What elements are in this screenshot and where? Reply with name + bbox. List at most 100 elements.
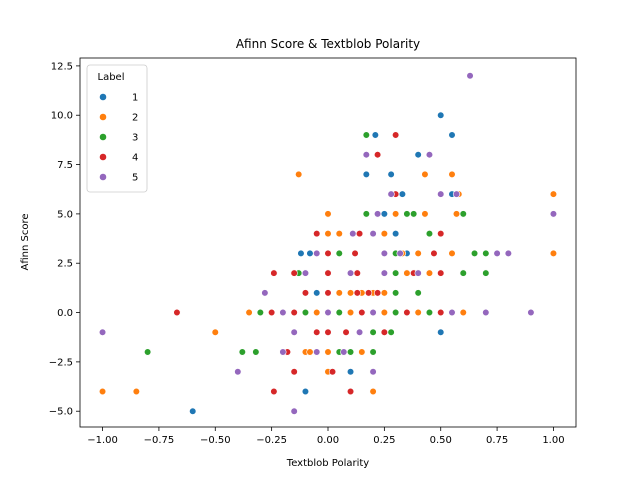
data-point-series-4	[270, 387, 278, 396]
y-tick-label: 5.0	[57, 209, 73, 220]
x-tick-label: 0.50	[430, 435, 452, 446]
data-point-series-2	[295, 170, 303, 179]
data-point-series-4	[374, 151, 382, 159]
data-point-series-4	[270, 269, 278, 277]
y-tick-label: −2.5	[49, 357, 73, 368]
data-point-series-2	[448, 170, 456, 179]
y-axis: −5.0 −2.5 0.0 2.5 5.0 7.5 10.0 12.5	[49, 61, 80, 418]
data-point-series-4	[324, 269, 332, 277]
data-point-series-2	[98, 387, 107, 396]
plot-points	[98, 72, 558, 415]
data-point-series-3	[392, 269, 400, 277]
data-point-series-2	[380, 230, 388, 238]
legend: Label 1 2 3 4 5	[86, 64, 148, 193]
x-tick-label: −1.00	[87, 435, 118, 446]
data-point-series-4	[328, 368, 337, 376]
data-point-series-5	[346, 269, 355, 277]
legend-label-2: 2	[132, 113, 138, 124]
data-point-series-3	[256, 308, 264, 317]
data-point-series-3	[459, 210, 467, 218]
x-tick-label: 1.00	[542, 435, 564, 446]
data-point-series-5	[313, 348, 321, 356]
data-point-series-5	[369, 230, 377, 238]
data-point-series-1	[313, 289, 321, 297]
data-point-series-3	[392, 289, 400, 297]
data-point-series-3	[403, 210, 411, 218]
data-point-series-4	[437, 269, 445, 277]
data-point-series-1	[189, 407, 197, 415]
data-point-series-2	[358, 348, 366, 356]
data-point-series-1	[306, 249, 314, 257]
legend-marker-2	[99, 113, 107, 121]
data-point-series-5	[504, 249, 512, 257]
data-point-series-2	[448, 249, 456, 257]
y-tick-label: 12.5	[51, 61, 73, 72]
data-point-series-4	[430, 249, 438, 257]
data-point-series-3	[387, 328, 395, 336]
data-point-series-4	[268, 308, 276, 317]
data-point-series-4	[353, 269, 361, 277]
data-point-series-1	[297, 249, 305, 257]
data-point-series-5	[425, 151, 434, 159]
y-tick-label: 10.0	[51, 111, 73, 122]
data-point-series-3	[482, 249, 490, 257]
data-point-series-5	[290, 328, 298, 336]
data-point-series-2	[414, 308, 422, 317]
data-point-series-5	[414, 269, 422, 277]
data-point-series-3	[362, 131, 370, 139]
y-tick-label: 0.0	[57, 308, 73, 319]
data-point-series-5	[261, 289, 269, 297]
data-point-series-1	[448, 131, 456, 139]
data-point-series-2	[425, 269, 434, 277]
data-point-series-5	[527, 308, 535, 317]
data-point-series-3	[414, 289, 422, 297]
data-point-series-4	[173, 308, 181, 317]
legend-marker-1	[99, 93, 107, 101]
data-point-series-4	[437, 230, 445, 238]
data-point-series-4	[346, 387, 355, 396]
data-point-series-2	[211, 328, 219, 336]
data-point-series-2	[459, 308, 467, 317]
data-point-series-1	[392, 230, 400, 238]
data-point-series-5	[452, 190, 461, 198]
data-point-series-2	[421, 170, 429, 179]
data-point-series-1	[398, 190, 407, 198]
data-point-series-2	[392, 210, 400, 218]
data-point-series-2	[421, 210, 429, 218]
data-point-series-1	[380, 210, 388, 218]
y-axis-label: Afinn Score	[20, 213, 31, 270]
data-point-series-1	[371, 131, 379, 139]
data-point-series-5	[234, 368, 242, 376]
data-point-series-2	[403, 269, 411, 277]
data-point-series-4	[351, 249, 359, 257]
data-point-series-5	[374, 210, 382, 218]
legend-label-3: 3	[132, 133, 138, 144]
data-point-series-5	[313, 249, 321, 257]
y-tick-label: 7.5	[57, 160, 73, 171]
data-point-series-2	[306, 348, 314, 356]
data-point-series-5	[396, 249, 404, 257]
data-point-series-5	[279, 308, 287, 317]
data-point-series-5	[493, 249, 501, 257]
data-point-series-5	[98, 328, 107, 336]
data-point-series-5	[355, 328, 364, 336]
data-point-series-4	[313, 328, 321, 336]
data-point-series-3	[252, 348, 260, 356]
data-point-series-4	[403, 308, 411, 317]
data-point-series-5	[380, 249, 388, 257]
data-point-series-4	[301, 289, 310, 297]
data-point-series-5	[448, 308, 456, 317]
data-point-series-5	[387, 190, 395, 198]
data-point-series-4	[358, 308, 366, 317]
data-point-series-4	[290, 368, 298, 376]
data-point-series-2	[324, 210, 332, 218]
data-point-series-4	[364, 289, 373, 297]
data-point-series-4	[353, 289, 361, 297]
data-point-series-2	[452, 210, 461, 218]
data-point-series-3	[335, 308, 343, 317]
data-point-series-2	[335, 289, 343, 297]
data-point-series-5	[362, 151, 370, 159]
legend-marker-4	[99, 153, 107, 161]
data-point-series-5	[340, 348, 348, 356]
